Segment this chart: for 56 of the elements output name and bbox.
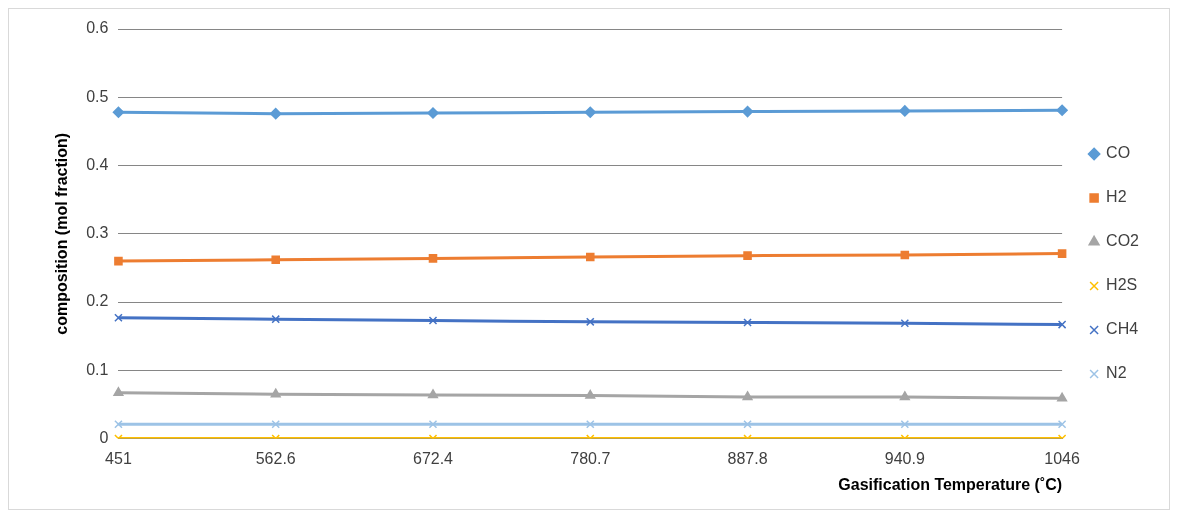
point (585, 389, 596, 399)
y-tick-label: 0.4 (86, 155, 109, 173)
point (743, 419, 752, 429)
point (114, 313, 123, 323)
point (427, 107, 439, 119)
point (900, 419, 910, 429)
point (269, 107, 282, 120)
point (584, 106, 597, 119)
point (742, 391, 753, 401)
point (1057, 320, 1067, 329)
point (585, 252, 595, 262)
y-tick-label: 0.5 (86, 87, 109, 105)
point (114, 256, 123, 266)
legend-label: H2 (1106, 188, 1127, 206)
point (113, 387, 124, 397)
x-tick-label: 940.9 (884, 449, 925, 467)
y-tick-label: 0 (99, 429, 109, 447)
point (1057, 419, 1067, 429)
legend-label: CH4 (1106, 320, 1139, 338)
point (900, 318, 910, 328)
point (585, 419, 595, 429)
point (1057, 392, 1068, 402)
legend-label: CO (1106, 144, 1131, 162)
point (271, 314, 280, 324)
legend-label: N2 (1106, 364, 1127, 382)
point (428, 254, 438, 263)
x-tick-label: 562.6 (255, 449, 296, 467)
legend-label: CO2 (1106, 232, 1140, 250)
x-tick-label: 780.7 (570, 449, 611, 467)
point (743, 251, 752, 260)
x-tick-label: 451 (105, 449, 132, 467)
x-tick-label: 887.8 (727, 449, 768, 467)
point (428, 316, 438, 325)
point (899, 105, 911, 117)
point (112, 106, 125, 119)
y-tick-label: 0.6 (86, 19, 109, 37)
point (585, 317, 595, 327)
legend-label: H2S (1106, 276, 1138, 294)
y-tick-label: 0.1 (86, 360, 109, 378)
point (114, 419, 123, 429)
x-tick-label: 1046 (1044, 449, 1080, 467)
x-tick-label: 672.4 (412, 449, 454, 467)
point (270, 388, 281, 398)
point (1057, 249, 1067, 258)
y-tick-label: 0.3 (86, 224, 109, 242)
y-tick-label: 0.2 (86, 292, 109, 310)
point (427, 389, 439, 399)
point (743, 318, 752, 327)
point (1056, 104, 1068, 116)
point (271, 419, 280, 429)
point (428, 419, 438, 429)
y-axis-title: composition (mol fraction) (53, 132, 71, 335)
x-axis-title: Gasification Temperature (˚C) (838, 475, 1063, 493)
point (899, 391, 910, 401)
point (900, 250, 910, 260)
point (271, 255, 280, 265)
